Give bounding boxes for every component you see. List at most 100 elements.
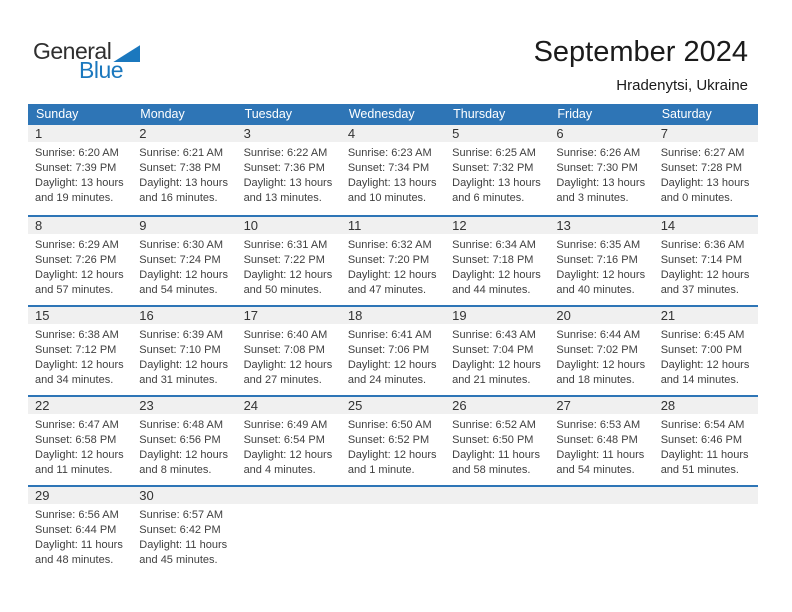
day-details: Sunrise: 6:20 AM Sunset: 7:39 PM Daylight:… <box>28 142 132 206</box>
day-cell-empty <box>340 487 446 575</box>
daylight-line-cont: and 3 minutes. <box>556 192 629 204</box>
weekday-header-tuesday: Tuesday <box>244 107 293 121</box>
day-number: 6 <box>549 125 654 142</box>
sunset-line: Sunset: 7:18 PM <box>452 254 534 266</box>
daylight-line: Daylight: 12 hours <box>243 269 333 281</box>
daylight-line-cont: and 31 minutes. <box>139 374 218 386</box>
day-number-band-empty <box>549 487 654 504</box>
sunset-line: Sunset: 7:14 PM <box>660 254 743 266</box>
day-number: 4 <box>340 125 446 142</box>
week-row-2: 8 Sunrise: 6:29 AM Sunset: 7:26 PM Daylight… <box>28 215 758 305</box>
daylight-line: Daylight: 11 hours <box>35 539 123 551</box>
day-number: 15 <box>28 307 133 324</box>
daylight-line: Daylight: 13 hours <box>660 177 750 189</box>
day-cell-21: 21 Sunrise: 6:45 AM Sunset: 7:00 PM Dayligh… <box>653 307 758 395</box>
day-number: 9 <box>132 217 237 234</box>
daylight-line: Daylight: 12 hours <box>139 269 228 281</box>
daylight-line: Daylight: 12 hours <box>139 359 228 371</box>
daylight-line-cont: and 1 minute. <box>347 464 415 476</box>
day-number: 5 <box>445 125 550 142</box>
day-number: 23 <box>132 397 237 414</box>
sunset-line: Sunset: 7:26 PM <box>35 254 117 266</box>
day-cell-16: 16 Sunrise: 6:39 AM Sunset: 7:10 PM Dayligh… <box>132 307 237 395</box>
sunset-line: Sunset: 6:58 PM <box>35 434 117 446</box>
sunset-line: Sunset: 7:20 PM <box>347 254 430 266</box>
day-number: 27 <box>549 397 654 414</box>
daylight-line-cont: and 14 minutes. <box>660 374 739 386</box>
weeks-container: 1 Sunrise: 6:20 AM Sunset: 7:39 PM Daylight… <box>28 125 758 575</box>
day-number-band-empty <box>445 487 550 504</box>
sunrise-line: Sunrise: 6:36 AM <box>660 239 745 251</box>
day-cell-empty <box>445 487 550 575</box>
day-details: Sunrise: 6:45 AM Sunset: 7:00 PM Daylight:… <box>654 324 758 388</box>
day-details: Sunrise: 6:54 AM Sunset: 6:46 PM Daylight:… <box>654 414 758 478</box>
weekday-header-friday: Friday <box>557 107 593 121</box>
sunrise-line: Sunrise: 6:47 AM <box>35 419 119 431</box>
sunrise-line: Sunrise: 6:35 AM <box>556 239 641 251</box>
day-cell-13: 13 Sunrise: 6:35 AM Sunset: 7:16 PM Dayligh… <box>549 217 654 305</box>
day-details: Sunrise: 6:31 AM Sunset: 7:22 PM Daylight:… <box>237 234 341 298</box>
daylight-line-cont: and 57 minutes. <box>35 284 114 296</box>
day-details: Sunrise: 6:57 AM Sunset: 6:42 PM Daylight:… <box>132 504 236 568</box>
day-number: 10 <box>236 217 341 234</box>
day-cell-5: 5 Sunrise: 6:25 AM Sunset: 7:32 PM Daylight… <box>445 125 550 215</box>
day-cell-18: 18 Sunrise: 6:41 AM Sunset: 7:06 PM Dayligh… <box>340 307 446 395</box>
daylight-line: Daylight: 11 hours <box>660 449 749 461</box>
day-cell-1: 1 Sunrise: 6:20 AM Sunset: 7:39 PM Daylight… <box>28 125 133 215</box>
day-number: 26 <box>445 397 550 414</box>
sunset-line: Sunset: 7:39 PM <box>35 162 117 174</box>
sunset-line: Sunset: 6:46 PM <box>660 434 743 446</box>
daylight-line: Daylight: 13 hours <box>243 177 333 189</box>
sunrise-line: Sunrise: 6:53 AM <box>556 419 641 431</box>
sunset-line: Sunset: 7:16 PM <box>556 254 638 266</box>
day-number: 29 <box>28 487 133 504</box>
day-cell-7: 7 Sunrise: 6:27 AM Sunset: 7:28 PM Daylight… <box>653 125 758 215</box>
sunrise-line: Sunrise: 6:44 AM <box>556 329 641 341</box>
week-row-5: 29 Sunrise: 6:56 AM Sunset: 6:44 PM Dayligh… <box>28 485 758 575</box>
sunset-line: Sunset: 6:52 PM <box>347 434 430 446</box>
sunset-line: Sunset: 6:42 PM <box>139 524 221 536</box>
day-details: Sunrise: 6:21 AM Sunset: 7:38 PM Daylight:… <box>132 142 236 206</box>
sunrise-line: Sunrise: 6:38 AM <box>35 329 119 341</box>
day-number: 24 <box>236 397 341 414</box>
calendar-table: Sunday Monday Tuesday Wednesday Thursday Frid… <box>28 104 758 575</box>
day-details: Sunrise: 6:56 AM Sunset: 6:44 PM Daylight:… <box>28 504 132 568</box>
day-details: Sunrise: 6:44 AM Sunset: 7:02 PM Daylight:… <box>549 324 653 388</box>
day-number: 16 <box>132 307 237 324</box>
day-number: 18 <box>340 307 446 324</box>
logo-word-general-row: General <box>33 38 141 65</box>
sunset-line: Sunset: 7:36 PM <box>243 162 325 174</box>
daylight-line-cont: and 19 minutes. <box>35 192 114 204</box>
week-row-3: 15 Sunrise: 6:38 AM Sunset: 7:12 PM Dayligh… <box>28 305 758 395</box>
day-cell-24: 24 Sunrise: 6:49 AM Sunset: 6:54 PM Dayligh… <box>236 397 341 485</box>
day-details: Sunrise: 6:30 AM Sunset: 7:24 PM Daylight:… <box>132 234 236 298</box>
day-cell-23: 23 Sunrise: 6:48 AM Sunset: 6:56 PM Dayligh… <box>132 397 237 485</box>
sunrise-line: Sunrise: 6:41 AM <box>347 329 432 341</box>
sunrise-line: Sunrise: 6:39 AM <box>139 329 224 341</box>
daylight-line: Daylight: 12 hours <box>660 269 750 281</box>
daylight-line: Daylight: 13 hours <box>556 177 646 189</box>
sunrise-line: Sunrise: 6:57 AM <box>139 509 224 521</box>
daylight-line-cont: and 40 minutes. <box>556 284 635 296</box>
daylight-line: Daylight: 13 hours <box>139 177 228 189</box>
day-number-band-empty <box>236 487 341 504</box>
day-cell-14: 14 Sunrise: 6:36 AM Sunset: 7:14 PM Dayligh… <box>653 217 758 305</box>
sunrise-line: Sunrise: 6:22 AM <box>243 147 328 159</box>
day-details: Sunrise: 6:50 AM Sunset: 6:52 PM Daylight:… <box>341 414 445 478</box>
daylight-line-cont: and 51 minutes. <box>660 464 739 476</box>
daylight-line: Daylight: 12 hours <box>347 359 437 371</box>
day-number: 21 <box>653 307 758 324</box>
daylight-line: Daylight: 12 hours <box>139 449 228 461</box>
day-details: Sunrise: 6:49 AM Sunset: 6:54 PM Daylight:… <box>237 414 341 478</box>
sunset-line: Sunset: 7:00 PM <box>660 344 743 356</box>
day-cell-9: 9 Sunrise: 6:30 AM Sunset: 7:24 PM Daylight… <box>132 217 237 305</box>
daylight-line-cont: and 48 minutes. <box>35 554 114 566</box>
day-details: Sunrise: 6:41 AM Sunset: 7:06 PM Daylight:… <box>341 324 445 388</box>
day-cell-12: 12 Sunrise: 6:34 AM Sunset: 7:18 PM Dayligh… <box>445 217 550 305</box>
weekday-header-thursday: Thursday <box>453 107 506 121</box>
daylight-line-cont: and 34 minutes. <box>35 374 114 386</box>
daylight-line-cont: and 44 minutes. <box>452 284 531 296</box>
daylight-line: Daylight: 13 hours <box>35 177 124 189</box>
daylight-line: Daylight: 12 hours <box>556 269 646 281</box>
sunrise-line: Sunrise: 6:31 AM <box>243 239 328 251</box>
